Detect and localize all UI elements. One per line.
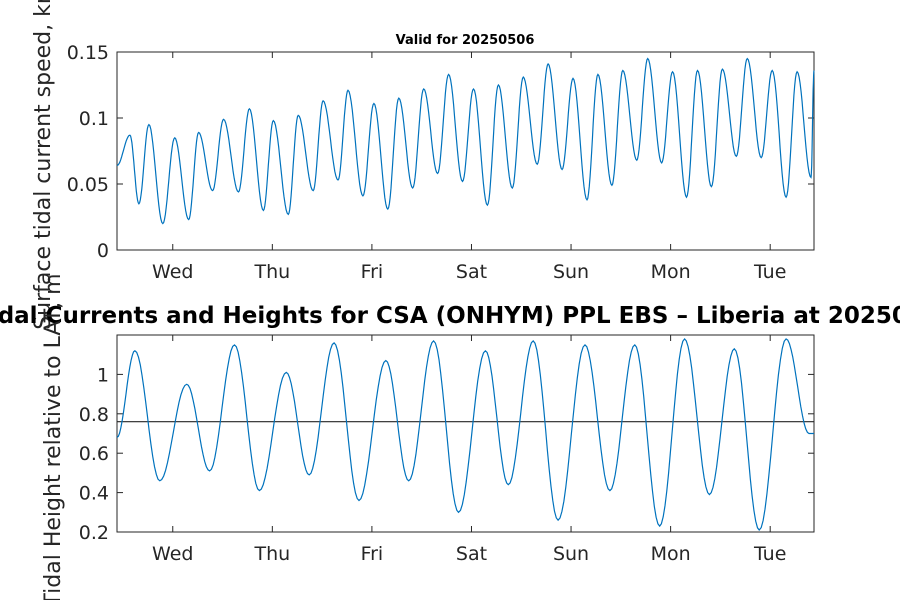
tidal-height-ylabel: Tidal Height relative to LAT, m xyxy=(41,273,66,600)
tidal-height-ytick-label: 0.4 xyxy=(79,483,109,505)
current-speed-xtick-label: Sun xyxy=(553,261,589,283)
current-speed-axes xyxy=(116,51,815,251)
current-speed-xtick-label: Wed xyxy=(152,261,193,283)
tidal-height-panel: 0.2 0.4 0.6 0.8 1 Wed Thu Fri Sat Sun Mon Tue Tidal… xyxy=(0,273,900,600)
current-speed-xtick-label: Mon xyxy=(651,261,691,283)
tidal-height-series-line xyxy=(116,337,814,531)
current-speed-ytick-label: 0.15 xyxy=(67,42,109,64)
current-speed-xtick-label: Tue xyxy=(753,261,786,283)
tidal-height-xtick-label: Sun xyxy=(553,543,589,565)
tidal-height-ytick-label: 0.8 xyxy=(79,404,109,426)
current-speed-ticks: 0 0.05 0.1 0.15 Wed Thu Fri Sat Sun Mon Tue xyxy=(67,42,814,283)
current-speed-ytick-label: 0.1 xyxy=(79,108,109,130)
tidal-height-axes xyxy=(116,334,815,533)
current-speed-xtick-label: Sat xyxy=(456,261,487,283)
current-speed-ylabel: Surface tidal current speed, kn xyxy=(31,0,56,330)
current-speed-xtick-label: Fri xyxy=(361,261,384,283)
tidal-height-xtick-label: Thu xyxy=(253,543,290,565)
tidal-height-ticks: 0.2 0.4 0.6 0.8 1 Wed Thu Fri Sat Sun Mon Tue xyxy=(79,335,814,565)
tidal-height-xtick-label: Wed xyxy=(152,543,193,565)
tidal-height-xtick-label: Fri xyxy=(361,543,384,565)
current-speed-ytick-label: 0.05 xyxy=(67,174,109,196)
tidal-height-xtick-label: Tue xyxy=(753,543,786,565)
current-speed-xtick-label: Thu xyxy=(253,261,290,283)
tidal-height-ytick-label: 0.2 xyxy=(79,522,109,544)
current-speed-panel: 0 0.05 0.1 0.15 Wed Thu Fri Sat Sun Mon Tue Valid … xyxy=(31,0,815,330)
tidal-height-xtick-label: Mon xyxy=(651,543,691,565)
main-title: Tidal Currents and Heights for CSA (ONHY… xyxy=(0,303,900,329)
current-speed-series-line xyxy=(116,57,815,225)
tidal-height-ytick-label: 1 xyxy=(97,364,109,386)
tidal-height-ytick-label: 0.6 xyxy=(79,443,109,465)
current-speed-ytick-label: 0 xyxy=(97,240,109,262)
tidal-height-xtick-label: Sat xyxy=(456,543,487,565)
current-speed-title: Valid for 20250506 xyxy=(396,33,535,48)
